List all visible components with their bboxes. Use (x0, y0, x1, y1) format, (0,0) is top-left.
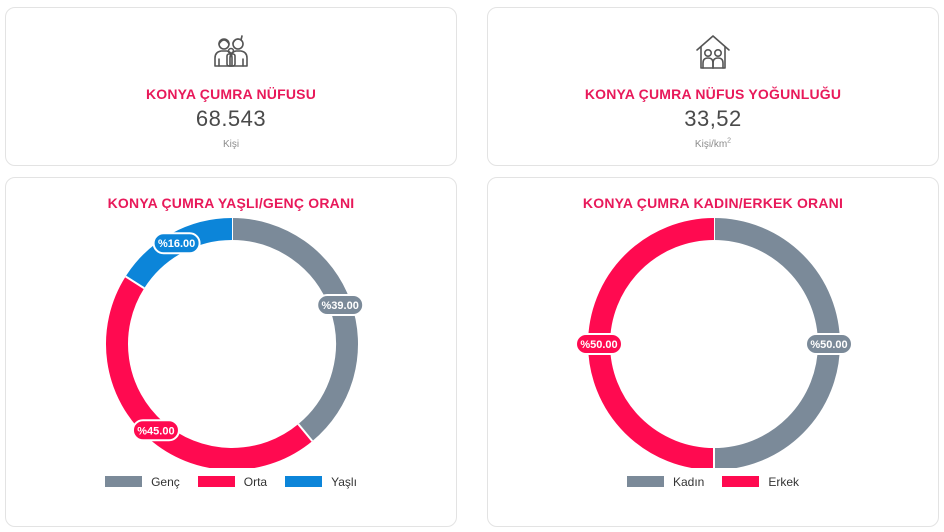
population-unit: Kişi (222, 139, 240, 150)
slice-genc[interactable] (231, 218, 358, 442)
legend-label: Orta (243, 475, 268, 489)
data-label-erkek: %50.00 (575, 333, 623, 355)
population-value: 68.543 (195, 106, 267, 131)
density-title: KONYA ÇUMRA NÜFUS YOĞUNLUĞU (584, 86, 842, 102)
gender-chart-card: KONYA ÇUMRA KADIN/ERKEK ORANI %50.00 %50.… (487, 177, 939, 527)
population-card: KONYA ÇUMRA NÜFUSU 68.543 Kişi (5, 7, 457, 166)
legend-label: Genç (151, 475, 180, 489)
gender-legend: Kadın Erkek (488, 475, 938, 489)
density-unit: Kişi/km2 (488, 137, 938, 150)
legend-item-yasli[interactable]: Yaşlı (285, 475, 357, 489)
data-label-text: %50.00 (580, 339, 617, 351)
legend-label: Kadın (672, 475, 705, 489)
slice-separator (125, 275, 145, 290)
house-family-icon (696, 35, 730, 69)
data-label-bg (131, 419, 180, 442)
data-label-bg (805, 333, 853, 355)
legend-item-erkek[interactable]: Erkek (722, 475, 799, 489)
legend-item-kadin[interactable]: Kadın (626, 475, 705, 489)
density-unit-sup: 2 (727, 137, 732, 145)
legend-item-genc[interactable]: Genç (105, 475, 180, 489)
legend-swatch (105, 476, 143, 487)
legend-item-orta[interactable]: Orta (197, 475, 268, 489)
data-label-genc: %39.00 (316, 294, 365, 317)
data-label-text: %39.00 (322, 300, 359, 312)
data-label-bg (575, 333, 623, 355)
legend-label: Erkek (768, 475, 800, 489)
density-card: KONYA ÇUMRA NÜFUS YOĞUNLUĞU 33,52 Kişi/k… (487, 7, 939, 166)
data-label-text: %50.00 (810, 339, 847, 351)
data-label-bg (316, 294, 365, 317)
age-chart-title: KONYA ÇUMRA YAŞLI/GENÇ ORANI (107, 195, 355, 211)
legend-swatch (722, 476, 760, 487)
legend-swatch (197, 476, 235, 487)
density-unit-text: Kişi/km (694, 139, 728, 150)
gender-chart-title: KONYA ÇUMRA KADIN/ERKEK ORANI (582, 195, 844, 211)
data-label-yasli: %16.00 (152, 232, 201, 255)
legend-swatch (285, 476, 323, 487)
data-label-text: %45.00 (137, 425, 174, 437)
data-label-bg (152, 232, 201, 255)
age-chart-card: KONYA ÇUMRA YAŞLI/GENÇ ORANI %39.00 %45.0… (5, 177, 457, 527)
population-title: KONYA ÇUMRA NÜFUSU (145, 86, 317, 102)
density-value: 33,52 (684, 106, 742, 131)
age-legend: Genç Orta Yaşlı (6, 475, 456, 489)
data-label-text: %16.00 (158, 238, 195, 250)
legend-label: Yaşlı (331, 475, 357, 489)
gender-donut-chart: %50.00 %50.00 (575, 218, 853, 468)
family-icon (214, 35, 248, 67)
data-label-kadin: %50.00 (805, 333, 853, 355)
age-donut-chart: %39.00 %45.00 %16.00 (106, 218, 365, 468)
data-label-orta: %45.00 (131, 419, 180, 442)
legend-swatch (626, 476, 664, 487)
slice-separator (297, 423, 314, 442)
